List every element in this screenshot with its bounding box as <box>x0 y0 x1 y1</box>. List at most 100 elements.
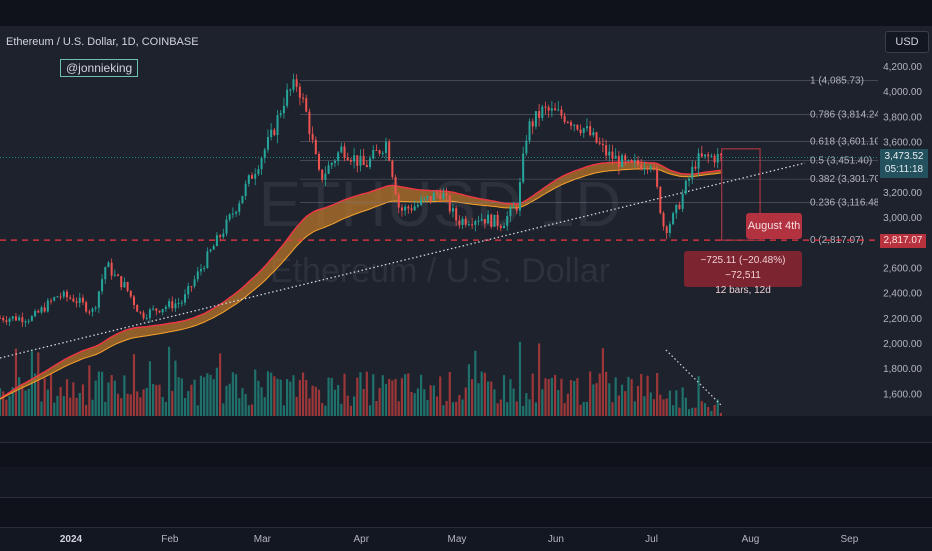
candle-body <box>611 151 614 159</box>
candle-body <box>222 233 225 237</box>
volume-bar <box>247 405 250 416</box>
candle-body <box>410 208 413 211</box>
candle-body <box>420 199 423 205</box>
volume-bar <box>75 397 78 416</box>
volume-bar <box>228 383 231 416</box>
candle-body <box>340 146 343 153</box>
candle-body <box>518 182 521 211</box>
volume-bar <box>624 391 627 416</box>
volume-bar <box>388 378 391 416</box>
candle-body <box>333 160 336 164</box>
volume-bar <box>719 412 723 416</box>
fib-level-label: 1 (4,085.73) <box>810 75 864 86</box>
volume-bar <box>164 401 167 416</box>
volume-bar <box>139 397 142 416</box>
candle-body <box>14 316 17 321</box>
candle-body <box>311 133 314 140</box>
candle-body <box>110 262 113 276</box>
candle-body <box>483 219 486 224</box>
candle-body <box>5 320 8 322</box>
watermark-name: Ethereum / U.S. Dollar <box>270 252 610 290</box>
candle-body <box>318 153 320 170</box>
volume-bar <box>352 396 356 416</box>
candle-body <box>646 168 649 170</box>
fib-level-label: 0.236 (3,116.48) <box>810 197 883 208</box>
candle-body <box>464 218 467 225</box>
volume-bar <box>416 388 419 416</box>
candle-body <box>525 140 528 154</box>
candle-body <box>585 126 588 129</box>
volume-bar <box>471 379 474 416</box>
volume-bar <box>257 380 260 416</box>
volume-bar <box>592 384 595 416</box>
candle-body <box>11 316 14 319</box>
candle-body <box>474 221 477 225</box>
volume-bar <box>407 373 410 416</box>
candle-body <box>158 310 161 313</box>
candle-body <box>534 111 537 127</box>
candle-body <box>62 291 65 297</box>
volume-bar <box>91 399 94 416</box>
candle-body <box>161 309 164 313</box>
volume-bar <box>152 384 155 416</box>
volume-bar <box>518 341 522 416</box>
volume-bar <box>349 405 352 416</box>
volume-bar <box>687 409 691 416</box>
volume-bar <box>483 372 486 416</box>
volume-bar <box>394 378 397 416</box>
candle-body <box>37 310 40 313</box>
volume-bar <box>356 377 359 416</box>
price-tick-label: 1,600.00 <box>883 389 922 400</box>
candle-body <box>241 195 244 204</box>
candle-body <box>624 155 627 161</box>
volume-bar <box>69 397 72 416</box>
volume-bar <box>225 385 228 416</box>
volume-bar <box>419 374 423 416</box>
candle-body <box>719 153 722 155</box>
volume-bar <box>219 353 222 416</box>
volume-bar <box>534 402 538 416</box>
candle-body <box>174 303 177 309</box>
candle-body <box>499 225 502 229</box>
indicator-pane[interactable] <box>0 497 932 528</box>
candle-body <box>72 298 75 302</box>
volume-bar <box>614 377 617 416</box>
candle-body <box>97 291 100 308</box>
volume-bar <box>601 348 605 416</box>
volume-bar <box>346 395 349 416</box>
volume-bar <box>241 388 244 416</box>
price-chart[interactable]: ETHUSD 1D Ethereum / U.S. Dollar 1 (4,08… <box>0 26 932 416</box>
volume-bar <box>337 385 340 416</box>
candle-body <box>266 137 269 150</box>
candle-body <box>260 158 263 170</box>
time-axis[interactable]: 2024 Feb Mar Apr May Jun Jul Aug Sep <box>0 527 932 551</box>
candle-body <box>506 215 509 226</box>
candle-body <box>187 286 190 295</box>
candle-body <box>672 213 675 225</box>
candle-body <box>184 294 187 303</box>
candle-body <box>247 175 250 184</box>
candle-body <box>656 167 659 187</box>
volume-bar <box>65 379 69 416</box>
volume-bar <box>324 405 327 416</box>
volume-bar <box>496 403 499 416</box>
indicator-pane[interactable] <box>0 442 932 468</box>
candle-body <box>614 155 617 159</box>
volume-bar <box>270 372 273 416</box>
volume-bar <box>100 371 104 416</box>
candle-body <box>18 317 21 321</box>
volume-bar <box>506 402 509 416</box>
candle-body <box>254 173 257 179</box>
candle-body <box>152 308 155 310</box>
volume-bar <box>94 380 97 416</box>
currency-button[interactable]: USD <box>885 31 929 53</box>
volume-bar <box>5 399 8 416</box>
candle-body <box>633 159 636 162</box>
candle-body <box>123 282 126 288</box>
candle-body <box>8 318 11 322</box>
candle-body <box>694 166 697 169</box>
measure-tooltip: −725.11 (−20.48%) −72,511 12 bars, 12d <box>684 251 802 296</box>
volume-bar <box>282 405 286 416</box>
volume-bar <box>384 383 388 416</box>
volume-bar <box>81 384 85 416</box>
